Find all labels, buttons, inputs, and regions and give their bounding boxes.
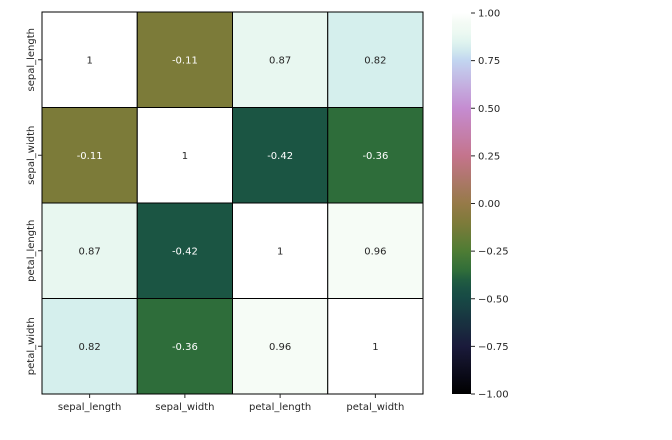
colorbar-tick-label: 1.00 <box>478 9 500 20</box>
cell-value-label: -0.11 <box>77 151 103 162</box>
colorbar-tick-label: −0.50 <box>478 294 509 305</box>
cell-value-label: -0.42 <box>172 246 198 257</box>
y-tick-label: petal_width <box>26 317 37 375</box>
cell-value-label: 0.96 <box>269 342 291 353</box>
x-tick-label: sepal_length <box>58 402 122 413</box>
heatmap-cell-r0-c2 <box>232 11 329 108</box>
heatmap-cell-r3-c2 <box>232 298 329 395</box>
heatmap-cell-r1-c1 <box>136 107 233 204</box>
heatmap-cell-r1-c0 <box>41 107 138 204</box>
y-tick-label: sepal_width <box>26 126 37 185</box>
cell-value-label: -0.36 <box>172 342 198 353</box>
heatmap-cell-r3-c1 <box>136 298 233 395</box>
cell-value-label: -0.36 <box>362 151 388 162</box>
heatmap-cell-r0-c0 <box>41 11 138 108</box>
x-axis-ticks: sepal_length sepal_width petal_length petal… <box>58 394 404 413</box>
cell-value-label: 0.96 <box>364 246 386 257</box>
cell-value-label: 0.87 <box>269 55 291 66</box>
heatmap-cell-r3-c0 <box>41 298 138 395</box>
y-tick-label: sepal_length <box>26 28 37 92</box>
x-tick-label: petal_width <box>346 402 404 413</box>
colorbar-tick-label: 0.75 <box>478 56 500 67</box>
colorbar-tick-label: −0.75 <box>478 342 509 353</box>
colorbar-tick-label: 0.00 <box>478 199 500 210</box>
colorbar-tick-label: 0.50 <box>478 104 500 115</box>
x-tick-label: petal_length <box>249 402 311 413</box>
cell-value-label: -0.42 <box>267 151 293 162</box>
heatmap-cell-r1-c3 <box>327 107 424 204</box>
y-axis-ticks: sepal_length sepal_width petal_lengthpetal… <box>26 28 42 375</box>
cell-value-label: 0.82 <box>364 55 386 66</box>
heatmap-cell-r3-c3 <box>327 298 424 395</box>
x-tick-label: sepal_width <box>155 402 214 413</box>
cell-value-label: 1 <box>182 151 188 162</box>
heatmap-cell-r2-c3 <box>327 202 424 299</box>
heatmap-cells: 1 -0.11 0.87 0.82 -0.11 1 -0.42 -0.36 0.87 -0.42 1… <box>41 11 424 395</box>
colorbar-gradient <box>452 13 471 394</box>
cell-value-label: 1 <box>372 342 378 353</box>
cell-value-label: -0.11 <box>172 55 198 66</box>
heatmap-cell-r0-c3 <box>327 11 424 108</box>
cell-value-label: 0.82 <box>78 342 100 353</box>
heatmap-cell-r0-c1 <box>136 11 233 108</box>
colorbar-tick-label: 0.25 <box>478 151 500 162</box>
y-tick-label: petal_length <box>26 220 37 282</box>
cell-value-label: 1 <box>86 55 92 66</box>
cell-value-label: 0.87 <box>78 246 100 257</box>
colorbar: 1.00 0.75 0.50 0.25 0.00 −0.25 −0.50 −0.75 −1.00 <box>452 9 509 401</box>
heatmap-cell-r2-c1 <box>136 202 233 299</box>
cell-value-label: 1 <box>277 246 283 257</box>
colorbar-tick-label: −1.00 <box>478 390 509 401</box>
colorbar-tick-label: −0.25 <box>478 247 509 258</box>
